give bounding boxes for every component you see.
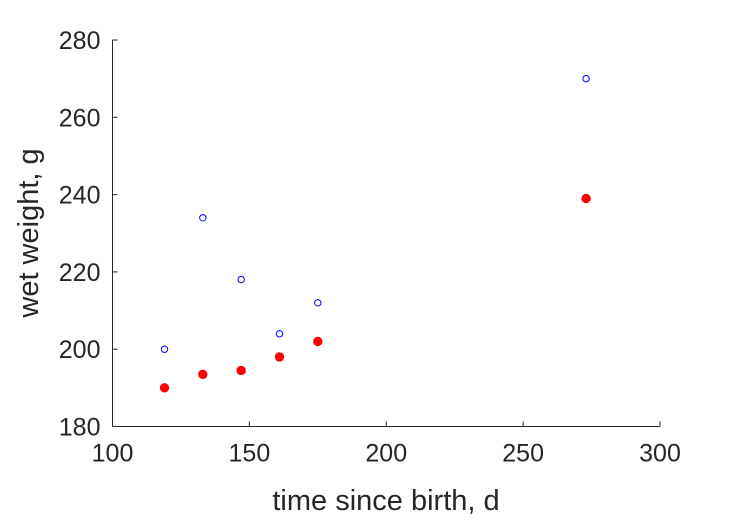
data-point-series-1 xyxy=(199,214,207,222)
data-points xyxy=(159,74,591,393)
x-tick-label: 100 xyxy=(92,440,134,468)
x-tick-label: 150 xyxy=(229,440,271,468)
x-axis-label: time since birth, d xyxy=(272,485,499,517)
y-tick-label: 180 xyxy=(59,414,101,442)
axes xyxy=(112,40,660,427)
data-point-series-1 xyxy=(275,330,284,338)
data-point-series-1 xyxy=(582,74,590,83)
ticks: 100 150 200 250 300 180 200 220 240 260 280 xyxy=(59,27,681,468)
data-point-series-2 xyxy=(159,383,170,393)
data-point-series-2 xyxy=(236,365,246,376)
y-tick-label: 260 xyxy=(59,104,101,132)
y-tick-label: 220 xyxy=(59,259,101,287)
y-tick-label: 280 xyxy=(59,27,101,55)
x-tick-label: 300 xyxy=(639,440,681,468)
y-axis-label: wet weight, g xyxy=(13,148,45,318)
data-point-series-1 xyxy=(237,275,245,284)
y-tick-label: 240 xyxy=(59,182,101,210)
data-point-series-2 xyxy=(581,193,591,204)
data-point-series-2 xyxy=(313,336,323,347)
data-point-series-2 xyxy=(274,352,285,362)
x-tick-label: 200 xyxy=(365,440,407,468)
x-tick-label: 250 xyxy=(502,440,544,468)
y-tick-label: 200 xyxy=(59,336,101,364)
data-point-series-1 xyxy=(160,345,169,353)
data-point-series-2 xyxy=(198,369,208,380)
data-point-series-1 xyxy=(314,299,322,307)
